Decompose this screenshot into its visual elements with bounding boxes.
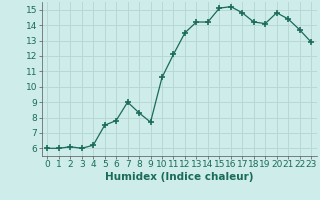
X-axis label: Humidex (Indice chaleur): Humidex (Indice chaleur)	[105, 172, 253, 182]
